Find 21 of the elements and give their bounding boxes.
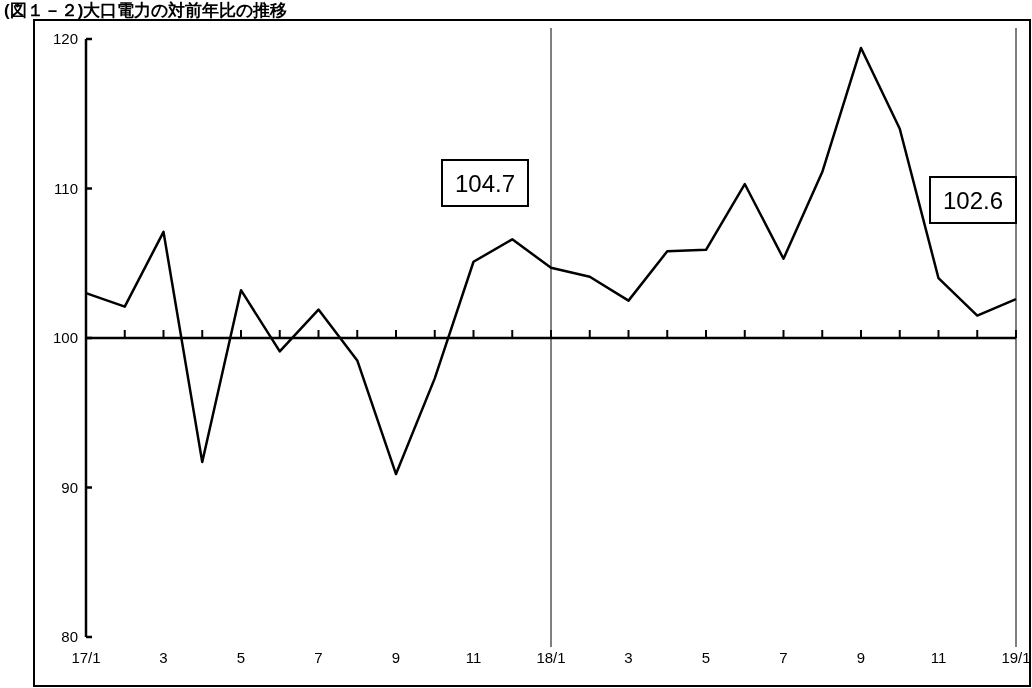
x-tick-label: 9 [391, 649, 401, 666]
chart-title: (図１－２)大口電力の対前年比の推移 [4, 1, 288, 20]
y-tick-label: 90 [61, 478, 78, 496]
x-tick-label: 3 [624, 649, 633, 666]
x-tick-label: 11 [930, 649, 947, 666]
x-tick-label: 18/1 [536, 649, 566, 666]
x-tick-label: 5 [236, 649, 246, 666]
y-tick-label: 100 [52, 329, 78, 346]
x-tick-label: 9 [856, 649, 866, 666]
annotation: 102.6 [942, 187, 1004, 214]
annotation: 104.7 [454, 170, 516, 197]
x-tick-label: 7 [779, 649, 788, 666]
x-tick-label: 19/1 [1001, 649, 1031, 666]
y-tick-label: 80 [61, 628, 78, 645]
y-tick-label: 120 [52, 30, 78, 47]
x-tick-label: 17/1 [71, 649, 101, 666]
y-tick-label: 110 [54, 179, 78, 197]
x-tick-label: 3 [159, 649, 168, 666]
x-tick-label: 7 [314, 649, 323, 666]
x-tick-label: 11 [465, 649, 482, 666]
x-tick-label: 5 [701, 649, 711, 666]
